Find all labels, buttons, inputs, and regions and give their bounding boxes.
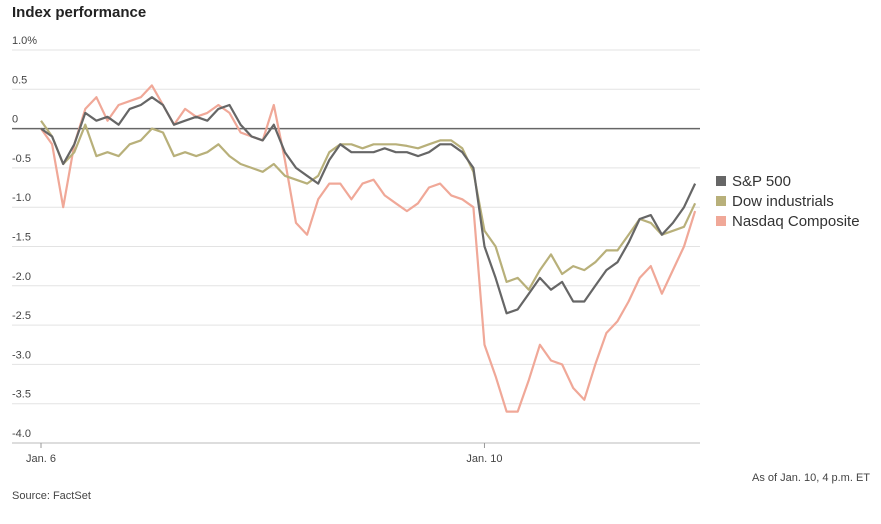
y-tick-label: 0.5 <box>12 74 27 86</box>
x-tick-label: Jan. 10 <box>466 453 502 465</box>
x-tick-label: Jan. 6 <box>26 453 56 465</box>
y-tick-label: -0.5 <box>12 153 31 165</box>
legend-swatch <box>716 216 726 226</box>
y-tick-label: -1.5 <box>12 232 31 244</box>
y-tick-label: -3.5 <box>12 389 31 401</box>
series-line <box>40 84 697 413</box>
chart-title: Index performance <box>12 4 146 21</box>
note: As of Jan. 10, 4 p.m. ET <box>752 472 870 484</box>
y-tick-label: 1.0% <box>12 35 37 47</box>
y-tick-label: -2.0 <box>12 271 31 283</box>
legend-swatch <box>716 176 726 186</box>
y-tick-label: -1.0 <box>12 192 31 204</box>
series-line <box>40 96 697 315</box>
y-tick-label: -4.0 <box>12 428 31 440</box>
source: Source: FactSet <box>12 490 91 502</box>
legend-swatch <box>716 196 726 206</box>
y-tick-label: 0 <box>12 114 18 126</box>
legend-label: Nasdaq Composite <box>732 213 860 230</box>
legend-label: S&P 500 <box>732 173 791 190</box>
y-tick-label: -2.5 <box>12 310 31 322</box>
y-tick-label: -3.0 <box>12 349 31 361</box>
series-line <box>40 120 697 291</box>
legend-label: Dow industrials <box>732 193 834 210</box>
